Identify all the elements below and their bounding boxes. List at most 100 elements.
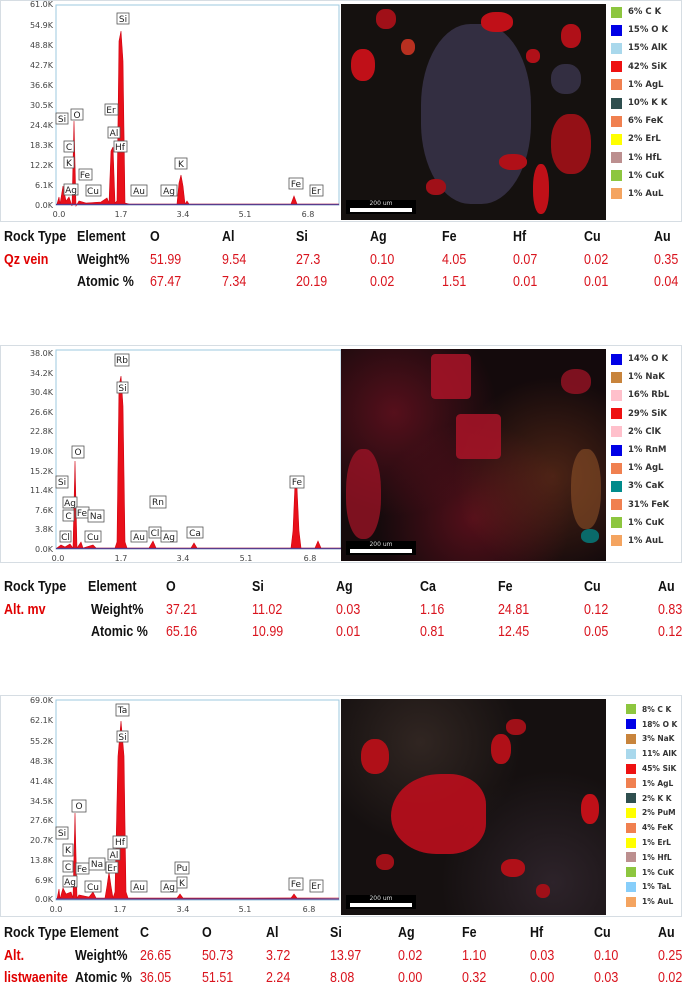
elemental-map-image: 200 um: [341, 349, 606, 561]
table-row-weight: Alt. mv Weight% 37.21 11.02 0.03 1.16 24…: [0, 599, 682, 621]
svg-text:O: O: [73, 111, 80, 121]
color-swatch: [611, 353, 622, 365]
svg-text:Ag: Ag: [163, 187, 175, 197]
color-swatch: [611, 408, 622, 420]
x-tick: 0.0: [53, 210, 66, 219]
color-swatch: [611, 97, 622, 109]
value-cell: 0.00: [398, 970, 423, 986]
svg-text:Cu: Cu: [87, 883, 99, 893]
svg-text:Fe: Fe: [80, 171, 91, 181]
x-tick: 0.0: [50, 905, 63, 914]
svg-text:K: K: [178, 160, 185, 170]
eds-spectrum-chart: 38.0K 34.2K 30.4K 26.6K 22.8K 19.0K 15.2…: [1, 346, 341, 563]
value-cell: 24.81: [498, 602, 530, 618]
color-swatch: [626, 807, 636, 818]
row-label: Atomic %: [77, 274, 134, 290]
y-tick: 30.4K: [30, 388, 54, 397]
table-header-row: Rock Type Element C O Al Si Ag Fe Hf Cu …: [0, 922, 682, 944]
color-swatch: [611, 61, 622, 73]
value-cell: 0.25: [658, 948, 682, 964]
table-row-atomic: listwaenite Atomic % 36.05 51.51 2.24 8.…: [0, 967, 682, 989]
y-tick: 48.3K: [30, 757, 54, 766]
header-rock-type: Rock Type: [4, 925, 67, 941]
row-label: Weight%: [75, 948, 128, 964]
svg-text:Au: Au: [133, 187, 145, 197]
elemental-map-image: 200 um: [341, 4, 606, 220]
value-cell: 0.02: [658, 970, 682, 986]
header-col: Fe: [442, 229, 457, 245]
value-cell: 0.32: [462, 970, 487, 986]
header-col: O: [150, 229, 160, 245]
header-rock-type: Rock Type: [4, 579, 67, 595]
svg-text:Ag: Ag: [163, 533, 175, 543]
legend-item: 1% AuL: [611, 185, 681, 203]
eds-figure: 69.0K 62.1K 55.2K 48.3K 41.4K 34.5K 27.6…: [0, 695, 682, 917]
peak-labels: Si Si O C K Fe Ag Cu Er Al Hf Au Ag K Fe…: [55, 12, 324, 197]
color-swatch: [611, 371, 622, 383]
color-swatch: [626, 837, 636, 848]
svg-text:Rn: Rn: [152, 498, 164, 508]
panel-alt-listwaenite: 69.0K 62.1K 55.2K 48.3K 41.4K 34.5K 27.6…: [0, 695, 682, 991]
legend-item: 2% ClK: [611, 423, 681, 441]
legend-item: 1% AuL: [611, 532, 681, 550]
y-tick: 11.4K: [30, 486, 54, 495]
element-legend: 14% O K 1% NaK 16% RbL 29% SiK 2% ClK 1%…: [611, 350, 681, 550]
legend-item: 1% CuK: [611, 514, 681, 532]
y-tick: 69.0K: [30, 696, 54, 705]
x-tick: 1.7: [115, 210, 128, 219]
panel-alt-mv: 38.0K 34.2K 30.4K 26.6K 22.8K 19.0K 15.2…: [0, 345, 682, 645]
legend-item: 8% C K: [626, 702, 682, 717]
color-swatch: [611, 517, 622, 529]
legend-item: 1% AgL: [611, 76, 681, 94]
header-element: Element: [77, 229, 126, 245]
value-cell: 65.16: [166, 624, 198, 640]
y-tick: 24.4K: [30, 121, 54, 130]
value-cell: 4.05: [442, 252, 467, 268]
y-tick: 26.6K: [30, 408, 54, 417]
y-tick: 20.7K: [30, 836, 54, 845]
y-tick: 41.4K: [30, 777, 54, 786]
value-cell: 12.45: [498, 624, 530, 640]
y-tick: 6.1K: [35, 181, 54, 190]
color-swatch: [611, 115, 622, 127]
value-cell: 1.10: [462, 948, 487, 964]
row-label: Atomic %: [91, 624, 148, 640]
color-swatch: [626, 896, 636, 907]
svg-text:Rb: Rb: [116, 356, 128, 366]
svg-text:Hf: Hf: [115, 143, 126, 153]
value-cell: 0.03: [594, 970, 619, 986]
y-tick: 0.0K: [35, 895, 54, 904]
scale-bar: 200 um: [346, 541, 416, 555]
rock-type-label: Alt.: [4, 948, 25, 964]
legend-item: 4% FeK: [626, 820, 682, 835]
color-swatch: [611, 480, 622, 492]
svg-text:Ag: Ag: [64, 499, 76, 509]
legend-item: 1% ErL: [626, 835, 682, 850]
svg-text:O: O: [74, 448, 81, 458]
value-cell: 50.73: [202, 948, 234, 964]
header-col: Al: [222, 229, 235, 245]
value-cell: 36.05: [140, 970, 172, 986]
svg-text:K: K: [66, 159, 73, 169]
eds-spectrum-chart: 69.0K 62.1K 55.2K 48.3K 41.4K 34.5K 27.6…: [1, 696, 341, 916]
color-swatch: [611, 24, 622, 36]
color-swatch: [626, 867, 636, 878]
svg-text:Ag: Ag: [65, 186, 77, 196]
legend-item: 1% HfL: [626, 850, 682, 865]
value-cell: 27.3: [296, 252, 321, 268]
element-legend: 6% C K 15% O K 15% AlK 42% SiK 1% AgL 10…: [611, 3, 681, 203]
header-col: Fe: [498, 579, 513, 595]
color-swatch: [626, 778, 636, 789]
rock-type-label: Qz vein: [4, 252, 49, 268]
header-col: Cu: [584, 229, 601, 245]
color-swatch: [626, 748, 636, 759]
y-tick: 48.8K: [30, 41, 54, 50]
color-swatch: [611, 152, 622, 164]
scale-bar: 200 um: [346, 200, 416, 214]
svg-text:Cl: Cl: [61, 533, 70, 543]
header-rock-type: Rock Type: [4, 229, 67, 245]
header-col: Fe: [462, 925, 477, 941]
legend-item: 42% SiK: [611, 58, 681, 76]
svg-text:Si: Si: [58, 478, 66, 488]
header-col: Si: [330, 925, 342, 941]
